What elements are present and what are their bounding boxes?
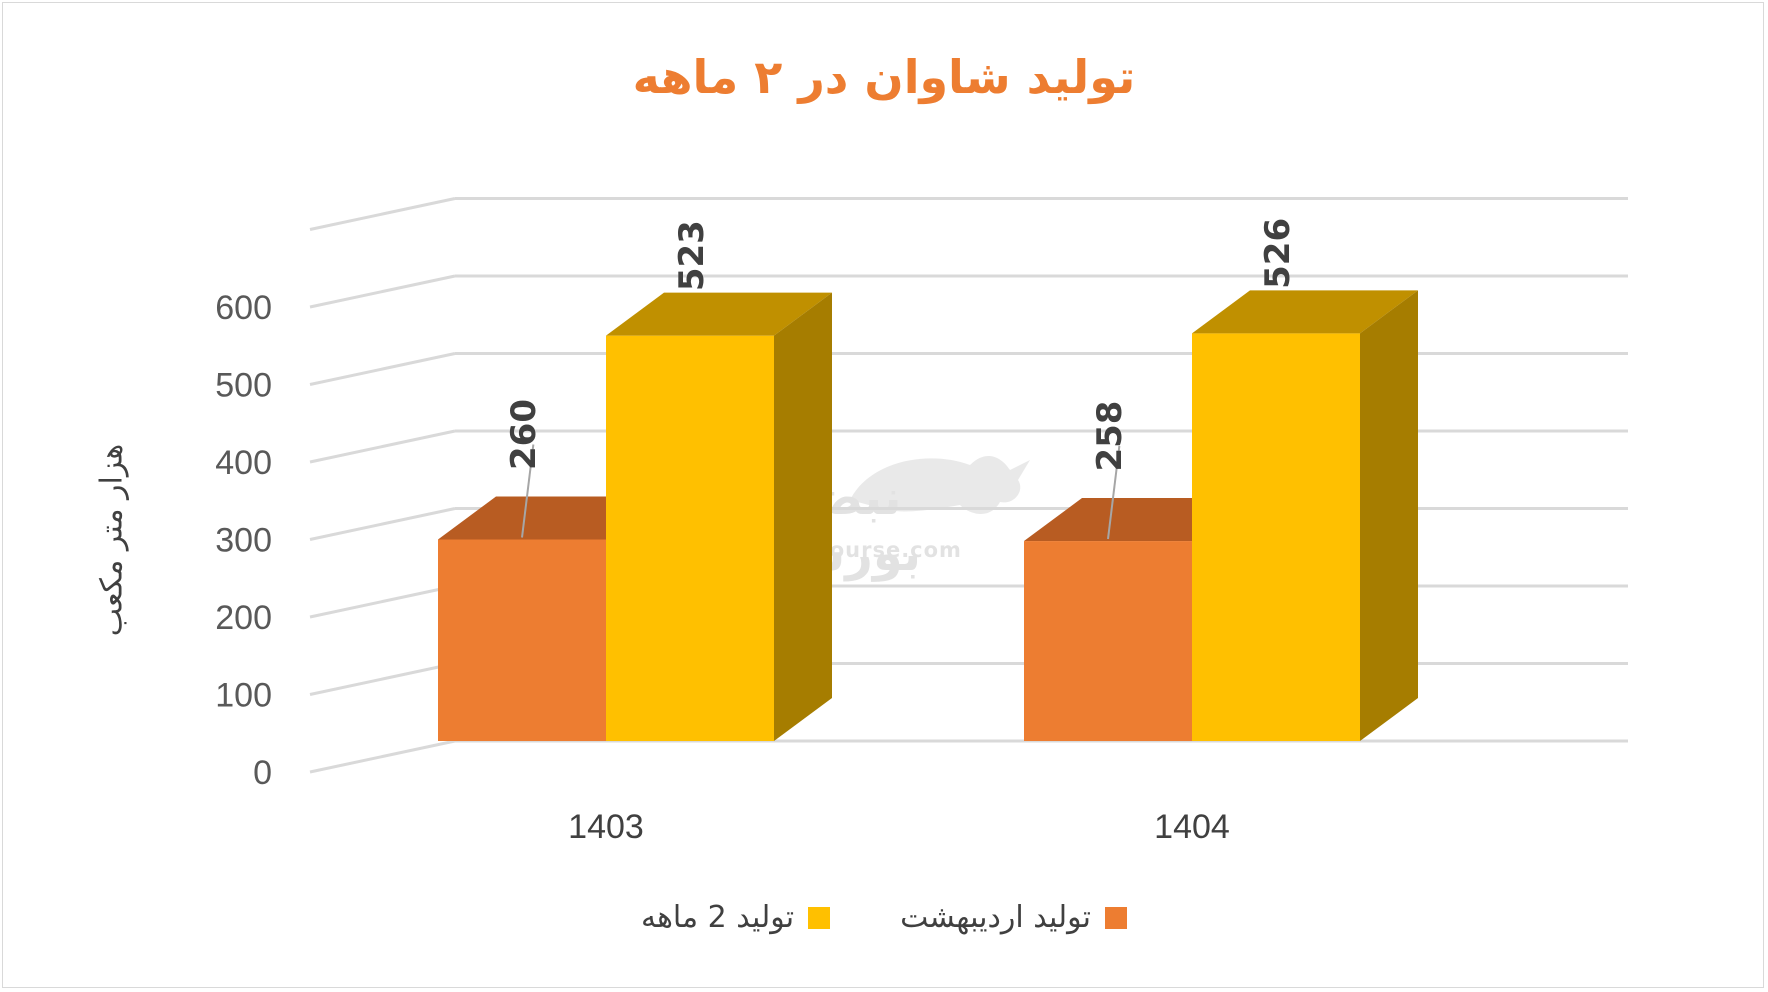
legend-label-two-month: تولید 2 ماهه [640,900,795,935]
chart-title: تولید شاوان در ۲ ماهه [632,50,1136,104]
x-tick-label: 1403 [568,808,644,846]
bar-top-1-0 [606,292,832,336]
gridline-depth-2 [309,584,456,619]
data-label-0-0: 260 [504,399,544,470]
bar-0-0 [438,539,606,741]
gridline-depth-1 [309,662,456,696]
y-tick-label: 200 [215,599,272,637]
gridline-depth-7 [309,197,456,231]
leader-line-0 [521,444,535,538]
y-tick-label: 500 [215,367,272,405]
bar-1-1 [1192,333,1360,741]
data-label-0-1: 258 [1090,401,1130,472]
leader-line-1 [1107,445,1121,540]
x-tick-label: 1404 [1154,808,1230,846]
data-label-1-1: 526 [1258,218,1298,289]
bar-side-1-1 [1360,290,1418,741]
gridline-depth-5 [309,352,456,386]
legend-swatch-two-month [808,906,831,929]
bar-side-1-0 [774,292,832,741]
bar-1-0 [606,335,774,741]
legend-label-april: تولید اردیبهشت [900,900,1092,935]
y-tick-label: 600 [215,289,272,327]
gridline-depth-3 [309,507,456,541]
legend-item-april: تولید اردیبهشت [900,900,1128,935]
y-tick-label: 300 [215,522,272,560]
bar-top-1-1 [1192,290,1418,334]
data-label-1-0: 523 [672,220,712,291]
y-tick-label: 100 [215,677,272,715]
legend-swatch-april [1105,906,1128,929]
gridline-depth-4 [309,429,456,464]
gridline-depth-0 [309,739,456,774]
legend: تولید اردیبهشت تولید 2 ماهه [0,900,1768,935]
y-tick-label: 0 [253,754,272,792]
gridline-depth-6 [309,274,456,309]
y-tick-label: 400 [215,444,272,482]
legend-item-two-month: تولید 2 ماهه [640,900,831,935]
bull-icon [850,455,1030,515]
bar-0-1 [1024,541,1192,741]
